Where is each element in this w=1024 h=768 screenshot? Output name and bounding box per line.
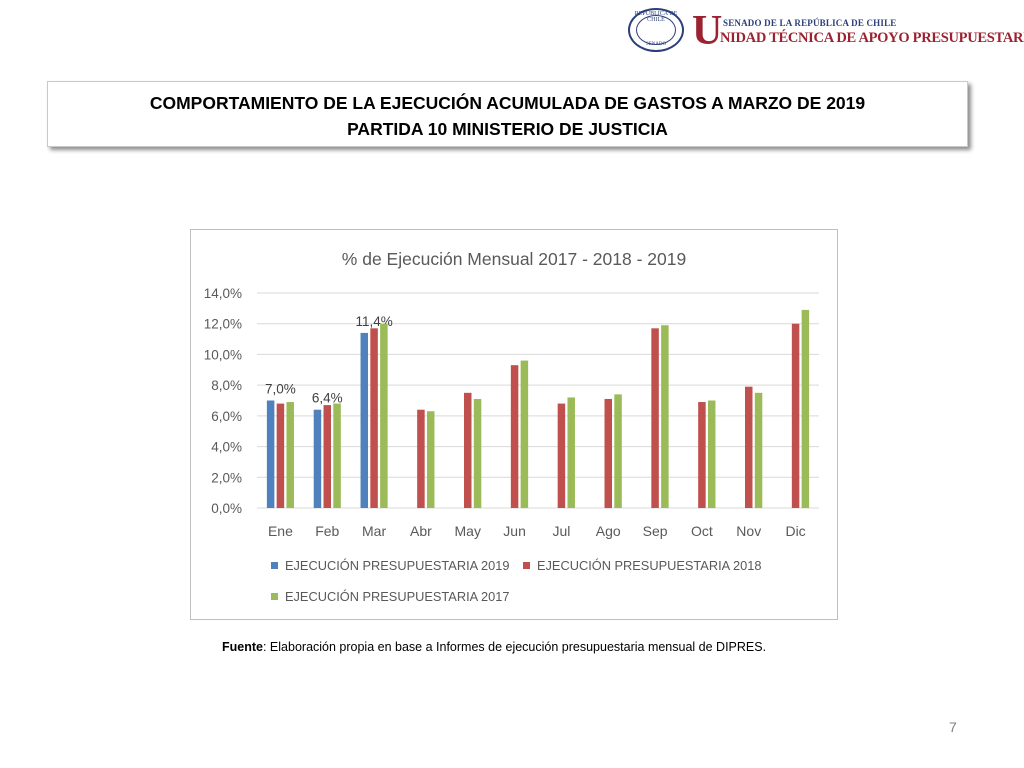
y-tick-label: 12,0% [204,317,242,332]
bar [604,398,612,508]
legend-swatch [271,562,278,569]
bar [557,403,566,508]
chart-frame: % de Ejecución Mensual 2017 - 2018 - 201… [190,229,838,620]
x-tick-label: Mar [362,523,386,539]
bar [266,400,275,508]
slide-title-line1: COMPORTAMIENTO DE LA EJECUCIÓN ACUMULADA… [149,93,866,113]
x-tick-label: Jun [503,523,526,539]
y-tick-label: 2,0% [211,470,242,485]
legend-label: EJECUCIÓN PRESUPUESTARIA 2018 [537,558,762,573]
bar [323,405,331,508]
source-label: Fuente [222,640,263,654]
senate-logo: REPÚBLICA DE CHILE SENADO U SENADO DE LA… [628,8,1024,58]
legend-label: EJECUCIÓN PRESUPUESTARIA 2019 [285,558,510,573]
bar [360,332,369,508]
bar [370,328,378,508]
legend-swatch [523,562,530,569]
y-tick-label: 0,0% [211,501,242,516]
bar [567,397,575,508]
bar [651,328,659,508]
bar [426,411,435,508]
bar [510,365,519,508]
x-tick-label: Dic [785,523,805,539]
y-tick-label: 14,0% [204,286,242,301]
chart-title: % de Ejecución Mensual 2017 - 2018 - 201… [342,249,686,269]
y-tick-label: 10,0% [204,347,242,362]
data-label: 6,4% [312,391,343,406]
logo-unit-text: NIDAD TÉCNICA DE APOYO PRESUPUESTARIO [720,30,1024,46]
logo-initial: U [692,8,723,54]
page-number: 7 [949,719,957,735]
y-tick-label: 8,0% [211,378,242,393]
logo-senate-text: SENADO DE LA REPÚBLICA DE CHILE [723,18,897,28]
x-tick-label: Abr [410,523,432,539]
bar [707,400,716,508]
legend-swatch [271,593,278,600]
bar [614,394,622,508]
bar [276,403,285,508]
source-text: : Elaboración propia en base a Informes … [262,640,767,654]
y-tick-label: 6,0% [211,409,242,424]
x-tick-label: Jul [552,523,570,539]
bar [417,409,425,508]
x-tick-label: Feb [315,523,339,539]
source-note: Fuente: Elaboración propia en base a Inf… [222,640,766,654]
bar [333,403,341,508]
bar [473,398,482,508]
bar [754,392,763,508]
x-tick-label: Oct [691,523,713,539]
bar [313,409,322,508]
bar [661,325,669,508]
bar [464,392,472,508]
x-tick-label: Sep [643,523,668,539]
x-tick-label: May [455,523,481,539]
bar [520,360,529,508]
slide-title-line2: PARTIDA 10 MINISTERIO DE JUSTICIA [347,119,668,139]
bar [791,323,800,508]
legend-label: EJECUCIÓN PRESUPUESTARIA 2017 [285,589,510,604]
bar [745,386,753,508]
seal-bottom-text: SENADO [645,42,667,47]
x-tick-label: Ene [268,523,293,539]
x-tick-label: Ago [596,523,621,539]
data-label: 7,0% [265,382,296,397]
slide-title-box: COMPORTAMIENTO DE LA EJECUCIÓN ACUMULADA… [47,81,968,147]
y-tick-label: 4,0% [211,440,242,455]
senate-seal-icon: REPÚBLICA DE CHILE SENADO [628,8,688,54]
seal-top-text: REPÚBLICA DE CHILE [634,11,678,23]
x-tick-label: Nov [736,523,761,539]
execution-bar-chart: % de Ejecución Mensual 2017 - 2018 - 201… [204,249,819,604]
bar [801,309,810,508]
bar [286,402,294,508]
bar [698,402,706,508]
bar [380,323,388,508]
